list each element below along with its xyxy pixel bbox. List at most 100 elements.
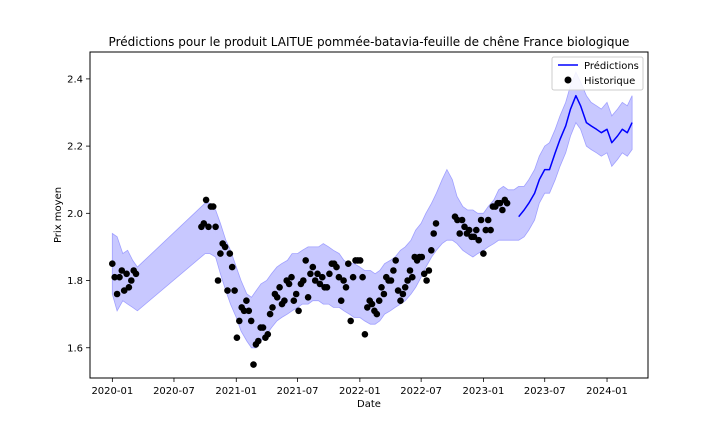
history-point (359, 273, 366, 281)
history-point (209, 203, 217, 210)
x-tick-label: 2022-07 (400, 386, 442, 397)
chart-title: Prédictions pour le produit LAITUE pommé… (109, 35, 630, 49)
history-point (361, 331, 369, 338)
prediction-line (518, 94, 633, 218)
history-point (123, 270, 130, 278)
y-tick-label: 2.0 (67, 209, 83, 220)
history-point (319, 273, 326, 281)
x-tick-label: 2021-01 (215, 386, 257, 397)
y-tick-label: 1.6 (67, 343, 83, 354)
history-point (236, 317, 243, 325)
x-tick-label: 2020-07 (153, 386, 195, 397)
history-point (226, 250, 234, 257)
history-point (484, 216, 492, 224)
history-point (113, 290, 121, 298)
history-point (499, 206, 506, 214)
confidence-band (111, 71, 633, 349)
history-point (228, 263, 236, 271)
legend-marker-history (564, 76, 572, 84)
history-point (300, 277, 307, 284)
history-point (281, 297, 288, 305)
history-point (276, 284, 283, 291)
history-point (224, 287, 231, 294)
history-point (404, 277, 411, 284)
history-point (314, 270, 321, 278)
history-point (409, 273, 416, 281)
history-point (333, 263, 340, 271)
history-point (254, 337, 262, 345)
history-point (111, 273, 118, 281)
history-point (480, 250, 487, 257)
history-point (458, 216, 466, 224)
history-point (266, 310, 274, 318)
history-point (342, 284, 350, 291)
history-point (496, 199, 504, 207)
history-point (247, 317, 255, 325)
history-point (503, 199, 511, 207)
history-point (425, 267, 433, 274)
history-point (285, 280, 293, 288)
y-tick-label: 2.2 (67, 142, 83, 153)
history-point (243, 297, 250, 305)
history-point (304, 294, 312, 301)
history-point (337, 297, 345, 305)
history-point (465, 226, 473, 234)
history-point (323, 284, 331, 291)
history-point (273, 294, 281, 301)
history-point (456, 230, 464, 237)
history-point (461, 223, 468, 231)
history-point (423, 277, 430, 284)
y-axis-title: Prix moyen (53, 187, 64, 243)
history-point (430, 230, 438, 237)
x-tick-label: 2020-01 (91, 386, 133, 397)
history-point (454, 216, 461, 224)
history-point (132, 270, 140, 278)
history-point (292, 290, 300, 298)
history-point (375, 297, 383, 305)
history-point (118, 267, 126, 274)
history-point (345, 260, 352, 268)
history-point (477, 216, 485, 224)
history-point (290, 297, 298, 305)
history-point (387, 277, 395, 284)
history-point (259, 324, 267, 331)
x-axis-title: Date (357, 399, 381, 410)
x-tick-label: 2023-07 (524, 386, 566, 397)
history-point (245, 307, 253, 315)
history-point (335, 273, 343, 281)
history-point (214, 277, 222, 284)
history-point (233, 334, 241, 342)
history-point (295, 307, 302, 315)
history-point (221, 243, 229, 251)
history-point (373, 310, 381, 318)
history-point (349, 273, 357, 281)
legend-label-predictions: Prédictions (584, 60, 639, 72)
history-point (428, 247, 435, 254)
y-tick-label: 2.4 (67, 74, 83, 85)
y-tick-label: 1.8 (67, 276, 83, 287)
history-point (487, 226, 494, 234)
history-point (269, 304, 276, 311)
history-point (401, 284, 409, 291)
history-point (231, 287, 238, 294)
history-point (380, 290, 388, 298)
history-point (302, 257, 310, 264)
history-point (399, 290, 407, 298)
x-tick-label: 2023-01 (463, 386, 505, 397)
history-point (316, 280, 324, 288)
history-point (378, 284, 385, 291)
history-point (120, 287, 128, 294)
history-point (482, 226, 490, 234)
history-point (250, 361, 257, 368)
history-point (356, 257, 364, 264)
history-point (200, 220, 208, 227)
history-point (364, 304, 371, 311)
history-point (217, 250, 224, 257)
history-point (394, 287, 402, 294)
history-point (340, 277, 347, 284)
plot-area (109, 71, 633, 368)
history-point (470, 233, 478, 241)
history-point (475, 236, 483, 244)
history-point (326, 270, 333, 278)
